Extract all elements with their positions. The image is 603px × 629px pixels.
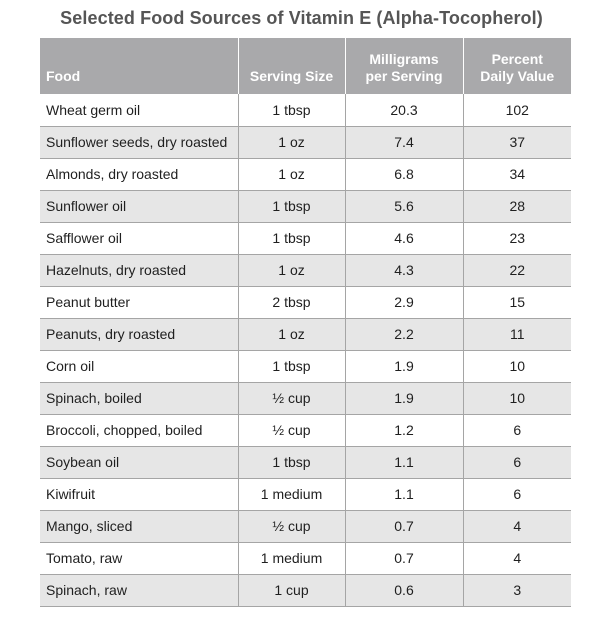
food-cell: Almonds, dry roasted [40, 158, 238, 191]
food-cell: Spinach, boiled [40, 382, 238, 415]
food-cell: Corn oil [40, 350, 238, 383]
food-cell: Broccoli, chopped, boiled [40, 414, 238, 447]
milligrams-cell: 7.4 [344, 126, 463, 159]
header-milligrams-line1: Milligrams [369, 51, 439, 67]
serving-size-cell: 2 tbsp [237, 286, 345, 319]
percent-daily-value-cell: 11 [462, 318, 571, 351]
table-row: Sunflower seeds, dry roasted 1 oz 7.4 37 [40, 126, 571, 159]
milligrams-cell: 5.6 [344, 190, 463, 223]
food-cell: Kiwifruit [40, 478, 238, 511]
milligrams-cell: 0.7 [344, 542, 463, 575]
percent-daily-value-cell: 10 [462, 350, 571, 383]
food-cell: Sunflower oil [40, 190, 238, 223]
header-milligrams: Milligrams per Serving [344, 38, 463, 94]
milligrams-cell: 1.9 [344, 382, 463, 415]
milligrams-cell: 1.1 [344, 446, 463, 479]
percent-daily-value-cell: 102 [462, 94, 571, 127]
table-row: Mango, sliced ½ cup 0.7 4 [40, 510, 571, 543]
percent-daily-value-cell: 3 [462, 574, 571, 607]
table-row: Spinach, raw 1 cup 0.6 3 [40, 574, 571, 607]
table-row: Kiwifruit 1 medium 1.1 6 [40, 478, 571, 511]
serving-size-cell: 1 tbsp [237, 190, 345, 223]
percent-daily-value-cell: 4 [462, 542, 571, 575]
header-percent-daily-value: Percent Daily Value [462, 38, 571, 94]
table-row: Corn oil 1 tbsp 1.9 10 [40, 350, 571, 383]
percent-daily-value-cell: 28 [462, 190, 571, 223]
serving-size-cell: ½ cup [237, 414, 345, 447]
percent-daily-value-cell: 10 [462, 382, 571, 415]
table-row: Broccoli, chopped, boiled ½ cup 1.2 6 [40, 414, 571, 447]
serving-size-cell: 1 oz [237, 318, 345, 351]
percent-daily-value-cell: 6 [462, 414, 571, 447]
milligrams-cell: 1.9 [344, 350, 463, 383]
header-percent-line2: Daily Value [480, 68, 555, 84]
milligrams-cell: 4.6 [344, 222, 463, 255]
food-cell: Hazelnuts, dry roasted [40, 254, 238, 287]
table-row: Peanut butter 2 tbsp 2.9 15 [40, 286, 571, 319]
percent-daily-value-cell: 22 [462, 254, 571, 287]
serving-size-cell: ½ cup [237, 382, 345, 415]
food-cell: Mango, sliced [40, 510, 238, 543]
header-milligrams-line2: per Serving [365, 68, 443, 84]
serving-size-cell: 1 tbsp [237, 94, 345, 127]
serving-size-cell: 1 oz [237, 158, 345, 191]
header-percent-line1: Percent [491, 51, 543, 67]
food-cell: Peanut butter [40, 286, 238, 319]
milligrams-cell: 2.2 [344, 318, 463, 351]
percent-daily-value-cell: 15 [462, 286, 571, 319]
food-cell: Wheat germ oil [40, 94, 238, 127]
table-row: Soybean oil 1 tbsp 1.1 6 [40, 446, 571, 479]
serving-size-cell: ½ cup [237, 510, 345, 543]
table-header: Food Serving Size Milligrams per Serving… [40, 38, 571, 94]
food-cell: Peanuts, dry roasted [40, 318, 238, 351]
percent-daily-value-cell: 4 [462, 510, 571, 543]
percent-daily-value-cell: 6 [462, 446, 571, 479]
serving-size-cell: 1 cup [237, 574, 345, 607]
table-title: Selected Food Sources of Vitamin E (Alph… [60, 8, 543, 28]
milligrams-cell: 0.7 [344, 510, 463, 543]
milligrams-cell: 1.1 [344, 478, 463, 511]
food-cell: Tomato, raw [40, 542, 238, 575]
serving-size-cell: 1 medium [237, 542, 345, 575]
table-row: Sunflower oil 1 tbsp 5.6 28 [40, 190, 571, 223]
table-row: Wheat germ oil 1 tbsp 20.3 102 [40, 94, 571, 127]
serving-size-cell: 1 tbsp [237, 446, 345, 479]
serving-size-cell: 1 tbsp [237, 222, 345, 255]
table-body: Wheat germ oil 1 tbsp 20.3 102 Sunflower see… [40, 94, 571, 607]
milligrams-cell: 1.2 [344, 414, 463, 447]
milligrams-cell: 0.6 [344, 574, 463, 607]
food-cell: Spinach, raw [40, 574, 238, 607]
table-row: Safflower oil 1 tbsp 4.6 23 [40, 222, 571, 255]
milligrams-cell: 2.9 [344, 286, 463, 319]
milligrams-cell: 6.8 [344, 158, 463, 191]
serving-size-cell: 1 medium [237, 478, 345, 511]
percent-daily-value-cell: 23 [462, 222, 571, 255]
table-row: Almonds, dry roasted 1 oz 6.8 34 [40, 158, 571, 191]
food-cell: Soybean oil [40, 446, 238, 479]
serving-size-cell: 1 tbsp [237, 350, 345, 383]
percent-daily-value-cell: 34 [462, 158, 571, 191]
food-cell: Sunflower seeds, dry roasted [40, 126, 238, 159]
serving-size-cell: 1 oz [237, 126, 345, 159]
milligrams-cell: 20.3 [344, 94, 463, 127]
vitamin-e-table: Food Serving Size Milligrams per Serving… [40, 38, 571, 607]
percent-daily-value-cell: 6 [462, 478, 571, 511]
table-row: Peanuts, dry roasted 1 oz 2.2 11 [40, 318, 571, 351]
milligrams-cell: 4.3 [344, 254, 463, 287]
header-row: Food Serving Size Milligrams per Serving… [40, 38, 571, 94]
header-food: Food [40, 38, 238, 94]
table-row: Spinach, boiled ½ cup 1.9 10 [40, 382, 571, 415]
percent-daily-value-cell: 37 [462, 126, 571, 159]
serving-size-cell: 1 oz [237, 254, 345, 287]
table-row: Hazelnuts, dry roasted 1 oz 4.3 22 [40, 254, 571, 287]
header-serving-size: Serving Size [237, 38, 345, 94]
food-cell: Safflower oil [40, 222, 238, 255]
table-row: Tomato, raw 1 medium 0.7 4 [40, 542, 571, 575]
